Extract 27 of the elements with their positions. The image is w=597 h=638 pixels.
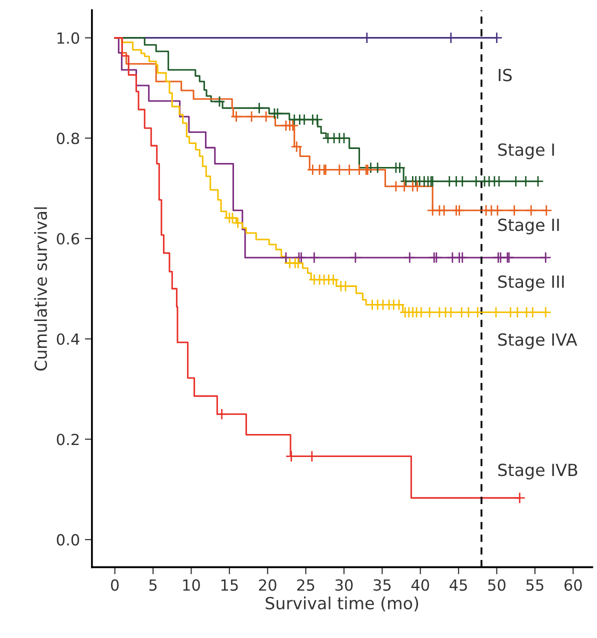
y-tick-label: 0.6: [56, 232, 80, 245]
x-axis-title: Survival time (mo): [266, 596, 418, 612]
x-tick-label: 50: [488, 579, 506, 591]
series-label: Stage IVB: [498, 464, 578, 480]
x-tick-label: 60: [564, 579, 582, 591]
x-tick-label: 10: [183, 579, 200, 591]
x-tick-label: 15: [221, 579, 238, 591]
series-label: Stage IVA: [498, 333, 578, 350]
x-tick-label: 55: [526, 579, 544, 591]
x-tick-label: 20: [259, 579, 276, 591]
y-tick-label: 0.0: [56, 534, 80, 546]
series-label: Stage I: [498, 143, 554, 160]
y-tick-label: 0.8: [56, 132, 80, 144]
x-tick-label: 25: [297, 579, 314, 591]
y-tick-label: 0.4: [56, 333, 80, 345]
x-tick-label: 0: [111, 579, 119, 591]
x-tick-label: 30: [335, 579, 353, 591]
series-label: Stage II: [498, 218, 559, 234]
x-tick-label: 5: [149, 579, 157, 591]
y-axis-title: Cumulative survival: [34, 207, 48, 371]
y-tick-label: 0.2: [56, 434, 79, 446]
x-tick-label: 35: [374, 579, 391, 591]
x-tick-label: 45: [450, 579, 467, 591]
series-label: IS: [498, 68, 512, 82]
y-tick-label: 1.0: [58, 32, 80, 44]
series-label: Stage III: [498, 275, 564, 292]
x-tick-label: 40: [411, 579, 430, 591]
